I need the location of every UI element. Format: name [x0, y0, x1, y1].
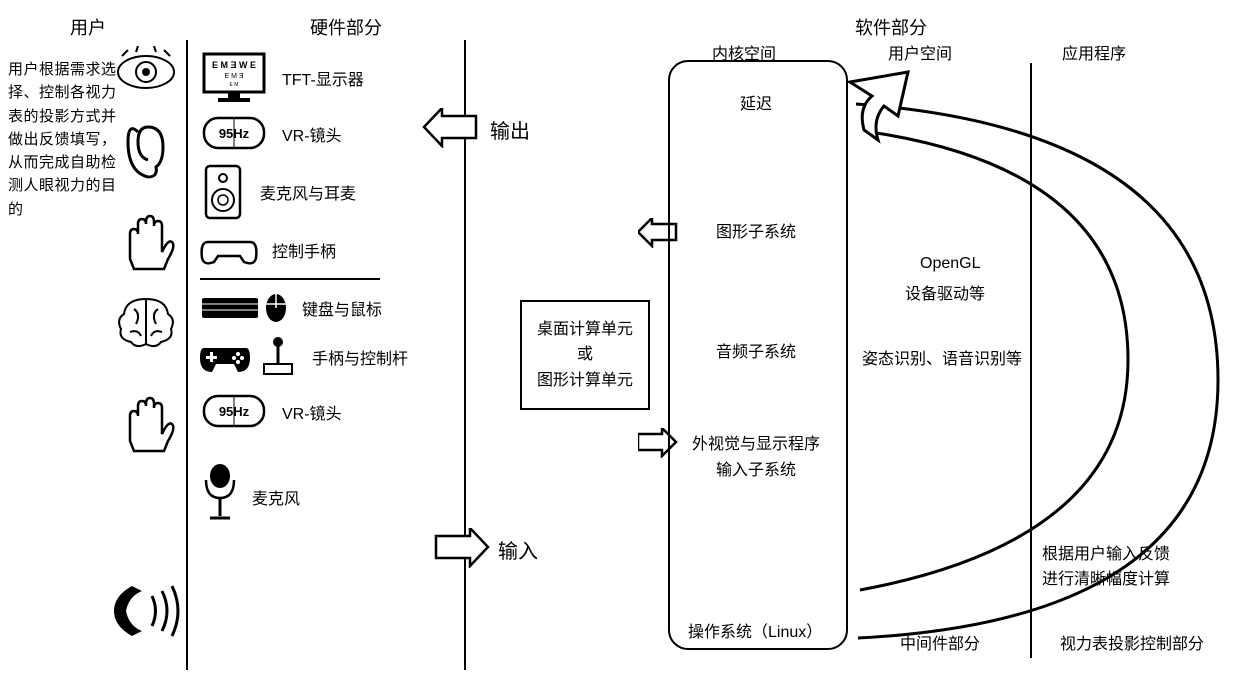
compute-line1: 桌面计算单元 [522, 317, 648, 343]
monitor-icon: E M Ǝ W E E M Ǝ E M [200, 50, 270, 106]
kernel-os: 操作系统（Linux） [688, 618, 822, 642]
recognition-label: 姿态识别、语音识别等 [862, 345, 1022, 369]
hw-gamepad-joystick: 手柄与控制杆 [200, 334, 460, 380]
gamepad-joystick-label: 手柄与控制杆 [312, 345, 408, 369]
compute-line3: 图形计算单元 [522, 368, 648, 394]
microphone-icon [200, 462, 240, 532]
header-user: 用户 [70, 14, 106, 40]
hw-vr-lens: 95Hz VR-镜头 [200, 114, 460, 154]
separator-user-hw [186, 40, 188, 670]
hw-mic-headset: 麦克风与耳麦 [200, 162, 460, 222]
controller-icon [200, 230, 260, 270]
output-arrow [422, 108, 478, 148]
svg-text:95Hz: 95Hz [219, 126, 250, 141]
hardware-column: E M Ǝ W E E M Ǝ E M TFT-显示器 95Hz VR-镜头 麦… [200, 50, 460, 540]
microphone-label: 麦克风 [252, 485, 300, 509]
header-hardware: 硬件部分 [310, 14, 382, 40]
hw-tft-display: E M Ǝ W E E M Ǝ E M TFT-显示器 [200, 50, 460, 106]
app-feedback-line1: 根据用户输入反馈 [1042, 540, 1170, 564]
app-control-label: 视力表投影控制部分 [1060, 630, 1204, 654]
input-label: 输入 [498, 535, 538, 564]
tft-label: TFT-显示器 [282, 66, 364, 90]
opengl-label: OpenGL [920, 255, 980, 273]
svg-text:E M: E M [230, 82, 239, 88]
keyboard-mouse-icon [200, 290, 290, 326]
kernel-input-subsystem: 输入子系统 [716, 456, 796, 480]
app-feedback-line2: 进行清晰幅度计算 [1042, 565, 1170, 589]
kernel-audio: 音频子系统 [716, 338, 796, 362]
compute-line2: 或 [522, 342, 648, 368]
svg-text:95Hz: 95Hz [219, 404, 250, 419]
vr-lens-label: VR-镜头 [282, 122, 342, 146]
compute-box: 桌面计算单元 或 图形计算单元 [520, 300, 650, 410]
kernel-graphics: 图形子系统 [716, 218, 796, 242]
svg-text:E M Ǝ W E: E M Ǝ W E [212, 60, 256, 70]
kernel-latency: 延迟 [740, 90, 772, 114]
output-label: 输出 [490, 115, 530, 144]
kb-mouse-label: 键盘与鼠标 [302, 296, 382, 320]
speaker-icon [200, 162, 248, 222]
gamepad-joystick-icon [200, 334, 300, 380]
header-software: 软件部分 [855, 14, 927, 40]
mic-headset-label: 麦克风与耳麦 [260, 180, 356, 204]
vr-lens-icon-2: 95Hz [200, 392, 270, 432]
hw-divider [200, 278, 380, 280]
user-description: 用户根据需求选择、控制各视力表的投影方式并做出反馈填写，从而完成自助检测人眼视力… [8, 58, 116, 221]
user-body-icons [110, 46, 182, 666]
hw-keyboard-mouse: 键盘与鼠标 [200, 290, 460, 326]
svg-text:E M Ǝ: E M Ǝ [224, 73, 243, 80]
vr-lens2-label: VR-镜头 [282, 400, 342, 424]
input-arrow [434, 528, 490, 568]
device-driver-label: 设备驱动等 [905, 280, 985, 304]
vr-lens-icon: 95Hz [200, 114, 270, 154]
hw-vr-lens-2: 95Hz VR-镜头 [200, 392, 460, 432]
hw-controller: 控制手柄 [200, 230, 460, 270]
middleware-section-label: 中间件部分 [900, 630, 980, 654]
controller-label: 控制手柄 [272, 238, 336, 262]
hw-microphone: 麦克风 [200, 462, 460, 532]
kernel-vision-display: 外视觉与显示程序 [692, 430, 820, 454]
